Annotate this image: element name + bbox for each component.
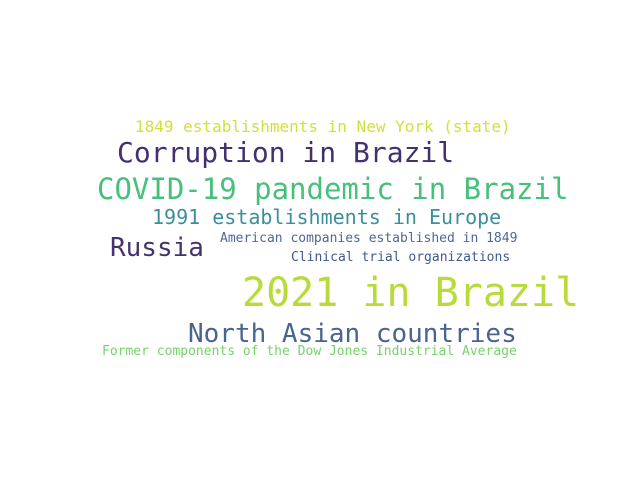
word-1991-establishments-in-europe: 1991 establishments in Europe — [152, 205, 502, 229]
word-north-asian-countries: North Asian countries — [188, 319, 517, 349]
word-former-components-dow-jones: Former components of the Dow Jones Indus… — [102, 344, 517, 359]
word-1849-establishments-new-york: 1849 establishments in New York (state) — [135, 117, 511, 136]
word-american-companies-1849: American companies established in 1849 — [220, 231, 518, 246]
word-clinical-trial-organizations: Clinical trial organizations — [291, 250, 511, 265]
word-covid-19-pandemic-in-brazil: COVID-19 pandemic in Brazil — [97, 172, 569, 206]
word-corruption-in-brazil: Corruption in Brazil — [117, 136, 455, 169]
word-2021-in-brazil: 2021 in Brazil — [242, 270, 580, 316]
word-russia: Russia — [110, 233, 204, 263]
